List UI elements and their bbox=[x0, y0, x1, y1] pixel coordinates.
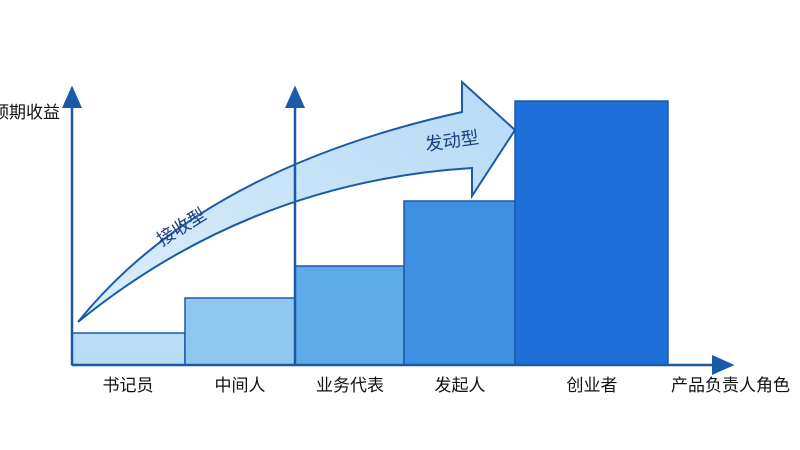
bar bbox=[71, 332, 186, 366]
role-label: 业务代表 bbox=[316, 376, 384, 396]
x-axis-label: 产品负责人角色 bbox=[671, 376, 790, 396]
role-label: 中间人 bbox=[215, 376, 266, 396]
bars bbox=[71, 100, 669, 366]
curved-arrow bbox=[77, 79, 517, 323]
bar bbox=[184, 297, 296, 366]
y-axis-label: 预期收益 bbox=[0, 103, 60, 123]
bar bbox=[403, 200, 516, 366]
bar bbox=[294, 265, 405, 366]
bar bbox=[514, 100, 669, 366]
axes bbox=[62, 85, 735, 375]
role-label: 创业者 bbox=[567, 376, 618, 396]
role-label: 发起人 bbox=[435, 376, 486, 396]
role-label: 书记员 bbox=[103, 376, 154, 396]
